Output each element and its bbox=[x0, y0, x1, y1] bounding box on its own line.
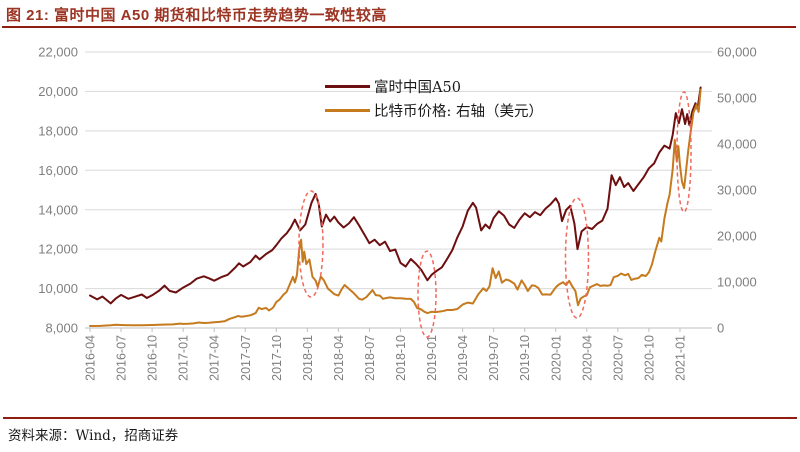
y-left-tick-label: 10,000 bbox=[38, 281, 78, 296]
x-tick-label: 2019-10 bbox=[518, 335, 532, 381]
x-tick-label: 2016-04 bbox=[84, 335, 98, 381]
y-right-tick-label: 60,000 bbox=[717, 45, 757, 60]
title-divider bbox=[2, 26, 796, 28]
x-tick-label: 2017-07 bbox=[239, 335, 253, 381]
legend-label-btc: 比特币价格: 右轴（美元） bbox=[374, 103, 543, 120]
legend-item-btc: 比特币价格: 右轴（美元） bbox=[325, 102, 543, 120]
legend-label-a50: 富时中国A50 bbox=[374, 79, 461, 96]
chart-legend: 富时中国A50 比特币价格: 右轴（美元） bbox=[325, 78, 543, 120]
y-left-tick-label: 20,000 bbox=[38, 84, 78, 99]
highlight-ellipse bbox=[676, 91, 692, 213]
x-tick-label: 2021-01 bbox=[673, 335, 687, 381]
figure-title: 图 21: 富时中国 A50 期货和比特币走势趋势一致性较高 bbox=[6, 7, 387, 24]
a50-series-line bbox=[89, 86, 702, 305]
y-left-tick-label: 12,000 bbox=[38, 242, 78, 257]
x-tick-label: 2019-01 bbox=[425, 335, 439, 381]
highlight-ellipse bbox=[417, 250, 437, 338]
x-tick-label: 2017-10 bbox=[270, 335, 284, 381]
y-left-tick-label: 16,000 bbox=[38, 163, 78, 178]
btc-line-swatch bbox=[325, 108, 370, 112]
x-tick-label: 2018-07 bbox=[363, 335, 377, 381]
highlight-ellipse bbox=[298, 190, 324, 298]
x-tick-label: 2018-04 bbox=[332, 335, 346, 381]
x-tick-label: 2016-10 bbox=[146, 335, 160, 381]
y-right-tick-label: 20,000 bbox=[717, 229, 757, 244]
chart-canvas: 22,000 20,000 18,000 16,000 14,000 12,000 10,0… bbox=[38, 45, 757, 381]
x-tick-label: 2019-04 bbox=[456, 335, 470, 381]
y-left-tick-label: 14,000 bbox=[38, 202, 78, 217]
highlight-ellipse bbox=[564, 197, 590, 319]
x-tick-label: 2018-10 bbox=[394, 335, 408, 381]
x-tick-label: 2020-10 bbox=[642, 335, 656, 381]
x-tick-label: 2019-07 bbox=[487, 335, 501, 381]
y-left-tick-label: 18,000 bbox=[38, 123, 78, 138]
x-tick-label: 2017-04 bbox=[208, 335, 222, 381]
x-tick-label: 2020-01 bbox=[549, 335, 563, 381]
btc-series-line bbox=[89, 88, 702, 327]
y-left-tick-label: 8,000 bbox=[45, 321, 78, 336]
x-tick-label: 2020-07 bbox=[611, 335, 625, 381]
footer-divider bbox=[3, 417, 797, 419]
x-tick-label: 2017-01 bbox=[177, 335, 191, 381]
source-note: 资料来源：Wind，招商证券 bbox=[8, 428, 179, 444]
y-right-tick-label: 50,000 bbox=[717, 91, 757, 106]
chart-area: 22,000 20,000 18,000 16,000 14,000 12,000 10,0… bbox=[0, 28, 800, 414]
a50-line-swatch bbox=[325, 84, 370, 88]
y-right-tick-label: 10,000 bbox=[717, 275, 757, 290]
legend-item-a50: 富时中国A50 bbox=[325, 78, 543, 96]
y-right-tick-label: 0 bbox=[717, 321, 724, 336]
y-right-tick-label: 40,000 bbox=[717, 137, 757, 152]
x-tick-label: 2018-01 bbox=[301, 335, 315, 381]
y-right-tick-label: 30,000 bbox=[717, 183, 757, 198]
y-left-tick-label: 22,000 bbox=[38, 45, 78, 60]
x-tick-label: 2020-04 bbox=[580, 335, 594, 381]
x-tick-label: 2016-07 bbox=[115, 335, 129, 381]
